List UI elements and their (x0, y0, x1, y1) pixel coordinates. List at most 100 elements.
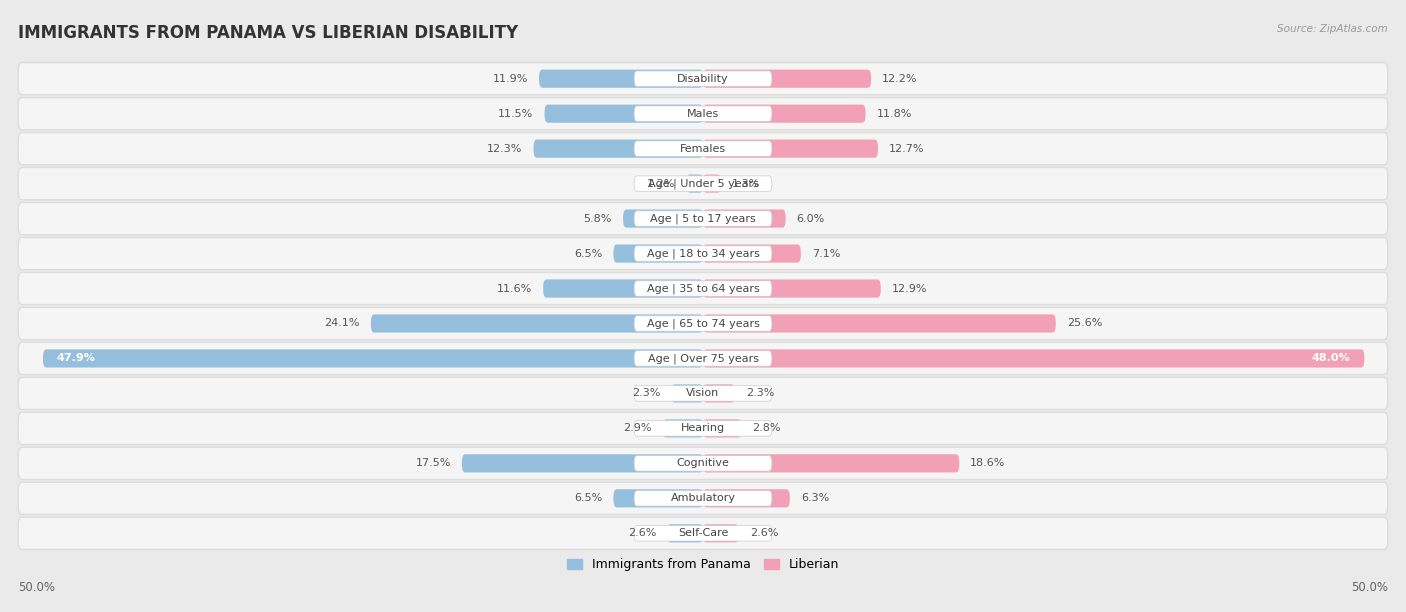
Text: Cognitive: Cognitive (676, 458, 730, 468)
FancyBboxPatch shape (18, 97, 1388, 130)
FancyBboxPatch shape (18, 203, 1388, 234)
FancyBboxPatch shape (634, 141, 772, 156)
FancyBboxPatch shape (634, 176, 772, 192)
Text: IMMIGRANTS FROM PANAMA VS LIBERIAN DISABILITY: IMMIGRANTS FROM PANAMA VS LIBERIAN DISAB… (18, 24, 519, 42)
FancyBboxPatch shape (613, 244, 703, 263)
FancyBboxPatch shape (371, 315, 703, 332)
FancyBboxPatch shape (703, 140, 877, 158)
Text: Vision: Vision (686, 389, 720, 398)
Text: 1.2%: 1.2% (647, 179, 675, 188)
FancyBboxPatch shape (613, 489, 703, 507)
Text: 50.0%: 50.0% (18, 581, 55, 594)
FancyBboxPatch shape (18, 62, 1388, 95)
Text: 50.0%: 50.0% (1351, 581, 1388, 594)
Text: Ambulatory: Ambulatory (671, 493, 735, 503)
FancyBboxPatch shape (703, 524, 738, 542)
Text: 12.3%: 12.3% (486, 144, 523, 154)
Text: 2.3%: 2.3% (745, 389, 775, 398)
Text: 6.5%: 6.5% (574, 493, 602, 503)
FancyBboxPatch shape (544, 105, 703, 123)
FancyBboxPatch shape (686, 174, 703, 193)
Text: 12.2%: 12.2% (882, 73, 918, 84)
FancyBboxPatch shape (634, 211, 772, 226)
Text: 6.0%: 6.0% (797, 214, 825, 223)
FancyBboxPatch shape (703, 174, 721, 193)
Text: 11.9%: 11.9% (492, 73, 529, 84)
Text: Age | 5 to 17 years: Age | 5 to 17 years (650, 214, 756, 224)
Text: 25.6%: 25.6% (1067, 318, 1102, 329)
Text: Age | 35 to 64 years: Age | 35 to 64 years (647, 283, 759, 294)
FancyBboxPatch shape (533, 140, 703, 158)
FancyBboxPatch shape (18, 307, 1388, 340)
Text: Females: Females (681, 144, 725, 154)
Legend: Immigrants from Panama, Liberian: Immigrants from Panama, Liberian (562, 553, 844, 577)
Text: 2.9%: 2.9% (623, 424, 652, 433)
Text: Hearing: Hearing (681, 424, 725, 433)
FancyBboxPatch shape (634, 316, 772, 331)
FancyBboxPatch shape (634, 420, 772, 436)
FancyBboxPatch shape (18, 168, 1388, 200)
Text: 17.5%: 17.5% (415, 458, 451, 468)
FancyBboxPatch shape (664, 419, 703, 438)
Text: 2.6%: 2.6% (749, 528, 779, 539)
FancyBboxPatch shape (18, 482, 1388, 515)
Text: Males: Males (688, 109, 718, 119)
Text: 6.5%: 6.5% (574, 248, 602, 258)
FancyBboxPatch shape (18, 237, 1388, 270)
FancyBboxPatch shape (703, 280, 880, 297)
FancyBboxPatch shape (18, 272, 1388, 305)
FancyBboxPatch shape (634, 281, 772, 296)
FancyBboxPatch shape (634, 71, 772, 86)
FancyBboxPatch shape (461, 454, 703, 472)
FancyBboxPatch shape (703, 70, 872, 88)
FancyBboxPatch shape (634, 106, 772, 121)
Text: 48.0%: 48.0% (1312, 354, 1351, 364)
FancyBboxPatch shape (703, 209, 786, 228)
Text: Self-Care: Self-Care (678, 528, 728, 539)
FancyBboxPatch shape (671, 384, 703, 403)
FancyBboxPatch shape (18, 412, 1388, 444)
Text: Age | Over 75 years: Age | Over 75 years (648, 353, 758, 364)
FancyBboxPatch shape (634, 491, 772, 506)
Text: Disability: Disability (678, 73, 728, 84)
FancyBboxPatch shape (703, 419, 741, 438)
FancyBboxPatch shape (703, 315, 1056, 332)
Text: 2.6%: 2.6% (627, 528, 657, 539)
FancyBboxPatch shape (543, 280, 703, 297)
FancyBboxPatch shape (18, 133, 1388, 165)
FancyBboxPatch shape (668, 524, 703, 542)
FancyBboxPatch shape (44, 349, 703, 368)
FancyBboxPatch shape (634, 386, 772, 401)
Text: Age | Under 5 years: Age | Under 5 years (648, 178, 758, 189)
Text: 12.9%: 12.9% (891, 283, 928, 294)
Text: 47.9%: 47.9% (56, 354, 96, 364)
FancyBboxPatch shape (703, 454, 959, 472)
Text: 12.7%: 12.7% (889, 144, 925, 154)
Text: 7.1%: 7.1% (811, 248, 841, 258)
Text: 2.8%: 2.8% (752, 424, 782, 433)
FancyBboxPatch shape (703, 244, 801, 263)
FancyBboxPatch shape (703, 349, 1364, 368)
Text: 11.6%: 11.6% (496, 283, 531, 294)
FancyBboxPatch shape (634, 246, 772, 261)
Text: 5.8%: 5.8% (583, 214, 612, 223)
FancyBboxPatch shape (18, 378, 1388, 409)
FancyBboxPatch shape (538, 70, 703, 88)
Text: 2.3%: 2.3% (631, 389, 661, 398)
Text: 11.8%: 11.8% (876, 109, 912, 119)
Text: 1.3%: 1.3% (733, 179, 761, 188)
FancyBboxPatch shape (703, 384, 735, 403)
Text: Source: ZipAtlas.com: Source: ZipAtlas.com (1277, 24, 1388, 34)
FancyBboxPatch shape (703, 105, 866, 123)
FancyBboxPatch shape (634, 456, 772, 471)
Text: 6.3%: 6.3% (801, 493, 830, 503)
FancyBboxPatch shape (18, 342, 1388, 375)
FancyBboxPatch shape (18, 447, 1388, 479)
FancyBboxPatch shape (634, 526, 772, 541)
FancyBboxPatch shape (703, 489, 790, 507)
Text: 18.6%: 18.6% (970, 458, 1005, 468)
FancyBboxPatch shape (634, 351, 772, 366)
Text: Age | 65 to 74 years: Age | 65 to 74 years (647, 318, 759, 329)
FancyBboxPatch shape (18, 517, 1388, 550)
Text: 24.1%: 24.1% (325, 318, 360, 329)
